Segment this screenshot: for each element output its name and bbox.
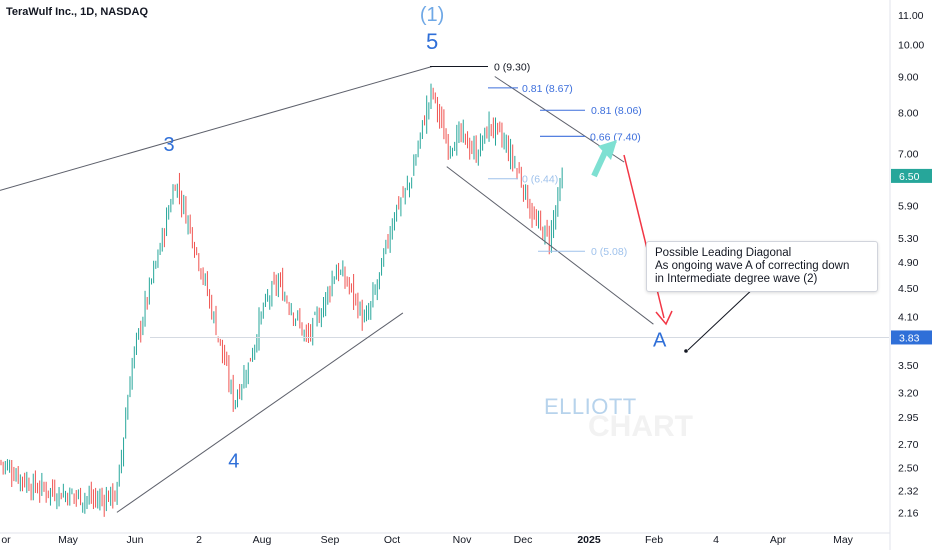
- y-tick-label: 5.30: [898, 233, 919, 245]
- fib-level-label: 0 (9.30): [494, 61, 530, 73]
- x-tick-label: 2025: [577, 534, 601, 546]
- level-price-label: 3.83: [899, 332, 920, 344]
- y-tick-label: 4.90: [898, 257, 919, 269]
- x-tick-label: 2: [196, 534, 202, 546]
- fib-level-label: 0.81 (8.06): [591, 105, 642, 117]
- callout-line-2: As ongoing wave A of correcting down: [655, 260, 850, 272]
- y-tick-label: 4.10: [898, 312, 919, 324]
- y-tick-label: 11.00: [898, 10, 924, 22]
- x-tick-label: Nov: [453, 534, 472, 546]
- x-tick-label: 4: [713, 534, 719, 546]
- x-tick-label: Oct: [384, 534, 400, 546]
- projection-up-arrowhead: [598, 140, 617, 160]
- x-tick-label: Dec: [514, 534, 533, 546]
- callout-line-1: Possible Leading Diagonal: [655, 247, 792, 259]
- y-tick-label: 4.50: [898, 283, 919, 295]
- x-tick-label: May: [58, 534, 79, 546]
- wave-label-A: A: [653, 329, 667, 351]
- watermark-elliott: ELLIOTT: [544, 394, 637, 419]
- projection-down-arrowhead: [655, 310, 673, 326]
- y-tick-label: 9.00: [898, 72, 919, 84]
- projection-up-arrow: [591, 148, 609, 178]
- trendline: [116, 312, 404, 513]
- y-tick-label: 2.16: [898, 507, 919, 519]
- callout-line-3: in Intermediate degree wave (2): [655, 273, 818, 285]
- watermark-chart: CHART: [588, 410, 693, 443]
- y-tick-label: 8.00: [898, 107, 919, 119]
- fib-level-label: 0.66 (7.40): [590, 131, 641, 143]
- wave-label-1: (1): [420, 4, 444, 26]
- last-price-label: 6.50: [899, 171, 920, 183]
- x-tick-label: Apr: [770, 534, 787, 546]
- x-tick-label: Feb: [645, 534, 663, 546]
- wave-note-callout[interactable]: Possible Leading Diagonal As ongoing wav…: [646, 241, 878, 292]
- callout-anchor: [684, 349, 688, 353]
- y-tick-label: 10.00: [898, 39, 924, 51]
- y-tick-label: 7.00: [898, 148, 919, 160]
- x-tick-label: or: [1, 534, 11, 546]
- y-tick-label: 5.90: [898, 200, 919, 212]
- time-axis: or May Jun 2 Aug Sep Oct Nov Dec 2025 Feb 4 Apr May: [0, 532, 890, 546]
- x-tick-label: Sep: [321, 534, 340, 546]
- symbol-title[interactable]: TeraWulf Inc., 1D, NASDAQ: [6, 6, 149, 18]
- fib-level-label: 0.81 (8.67): [522, 83, 573, 95]
- last-price-badge: [891, 168, 932, 183]
- y-tick-label: 2.70: [898, 439, 919, 451]
- x-tick-label: Jun: [127, 534, 144, 546]
- trendline: [446, 166, 654, 325]
- fib-level-label: 0 (6.44): [522, 174, 558, 186]
- x-tick-label: May: [833, 534, 854, 546]
- y-tick-label: 3.50: [898, 360, 919, 372]
- projection-down-arrow: [623, 154, 665, 319]
- x-tick-label: Aug: [253, 534, 272, 546]
- price-axis: 11.00 10.00 9.00 8.00 7.00 5.90 5.30 4.90 4.50 4.…: [889, 0, 932, 550]
- level-price-badge: [891, 330, 932, 345]
- drawing-overlays: 0 (9.30) 0.81 (8.67) 0.81 (8.06) 0.66 (7.40…: [0, 4, 889, 513]
- wave-label-4: 4: [228, 451, 239, 473]
- y-tick-label: 2.32: [898, 486, 919, 498]
- wave-label-5: 5: [426, 29, 438, 54]
- y-tick-label: 2.95: [898, 412, 919, 424]
- fib-level-label: 0 (5.08): [591, 246, 627, 258]
- y-tick-label: 2.50: [898, 463, 919, 475]
- callout-pointer: [687, 285, 757, 351]
- wave-label-3: 3: [164, 134, 175, 156]
- candlestick-series: [0, 83, 563, 517]
- trendline: [0, 66, 433, 191]
- y-tick-label: 3.20: [898, 387, 919, 399]
